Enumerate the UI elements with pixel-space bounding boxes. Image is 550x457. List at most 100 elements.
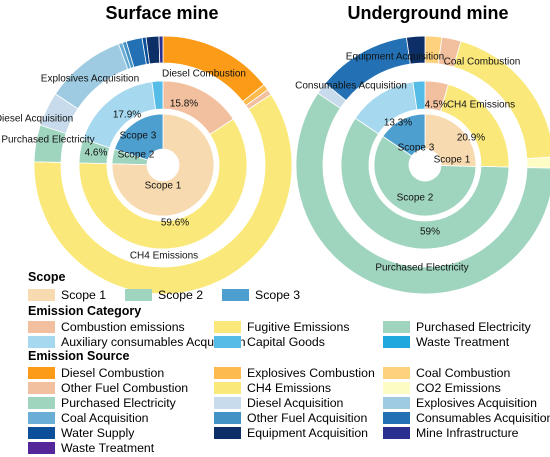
legend-source-item-other-fuel-combustion: Other Fuel Combustion — [28, 381, 188, 395]
legend-category-item-fugitive-emissions: Fugitive Emissions — [214, 320, 350, 334]
surface-emission-source-label-explosives-acquisition: Explosives Acquisition — [41, 74, 139, 85]
legend-label: Auxiliary consumables Acquisition — [61, 335, 246, 349]
legend-label: CH4 Emissions — [247, 381, 332, 395]
legend-label: Other Fuel Acquisition — [247, 411, 368, 425]
surface-emission-category-slice-fugitive-emissions — [78, 118, 248, 250]
legend-source-item-ch4-emissions: CH4 Emissions — [214, 381, 331, 395]
surface-emission-source-label-diesel-acquisition: Diesel Acquisition — [0, 114, 73, 125]
legend-label: Diesel Acquisition — [247, 396, 344, 410]
underground-emission-category-label-combustion-emissions: 4.5% — [425, 100, 448, 111]
surface-scope-label-scope-1: Scope 1 — [145, 181, 182, 192]
legend-label: Explosives Acquisition — [416, 396, 537, 410]
legend-label: CO2 Emissions — [416, 381, 501, 395]
legend-swatch — [28, 289, 55, 301]
legend-swatch — [28, 412, 55, 424]
surface-emission-source-slice-ch4-emissions — [33, 93, 293, 295]
legend-source-item-purchased-electricity: Purchased Electricity — [28, 396, 176, 410]
legend-scope-item-scope-1: Scope 1 — [28, 288, 106, 302]
legend-category-item-purchased-electricity: Purchased Electricity — [383, 320, 531, 334]
underground-emission-category-label-auxiliary-consumables-acquisition: 13.3% — [384, 118, 412, 129]
surface-emission-source-slice-mine-infrastructure — [158, 35, 164, 64]
underground-mine-donut: Scope 1 Scope 2 Scope 3 4.5% 20.9% 59% 13.3% Co… — [295, 35, 550, 295]
surface-scope-slice-scope-3 — [113, 113, 164, 161]
legend-category-item-capital-goods: Capital Goods — [214, 335, 325, 349]
legend-swatch — [383, 367, 410, 379]
legend-label: Scope 3 — [255, 288, 301, 302]
legend-label: Combustion emissions — [61, 320, 185, 334]
legend-swatch — [214, 382, 241, 394]
underground-scope-label-scope-3: Scope 3 — [398, 143, 435, 154]
legend-label: Consumables Acquisition — [416, 411, 550, 425]
legend-swatch — [125, 289, 152, 301]
surface-emission-source-label-diesel-combustion: Diesel Combustion — [162, 69, 246, 80]
legend-label: Purchased Electricity — [61, 396, 176, 410]
underground-emission-source-label-coal-combustion: Coal Combustion — [444, 57, 521, 68]
legend-source-item-consumables-acquisition: Consumables Acquisition — [383, 411, 550, 425]
underground-scope-label-scope-2: Scope 2 — [397, 193, 434, 204]
underground-emission-source-slice-purchased-electricity — [295, 92, 550, 295]
legend-swatch — [28, 336, 55, 348]
legend-swatch — [28, 321, 55, 333]
legend-scope-item-scope-2: Scope 2 — [125, 288, 203, 302]
underground-scope-slice-scope-1 — [424, 113, 477, 168]
legend-swatch — [28, 397, 55, 409]
legend-swatch — [28, 367, 55, 379]
legend-category-item-combustion-emissions: Combustion emissions — [28, 320, 185, 334]
legend-label: Scope 2 — [158, 288, 204, 302]
legend-swatch — [214, 367, 241, 379]
legend-swatch — [214, 427, 241, 439]
legend-source-item-diesel-combustion: Diesel Combustion — [28, 366, 164, 380]
legend-source-item-explosives-combustion: Explosives Combustion — [214, 366, 375, 380]
legend-source-item-explosives-acquisition: Explosives Acquisition — [383, 396, 537, 410]
legend-category-item-waste-treatment: Waste Treatment — [383, 335, 509, 349]
underground-emission-source-slice-equipment-acquisition — [405, 35, 426, 65]
legend-swatch — [28, 442, 55, 454]
legend-label: Coal Combustion — [416, 366, 511, 380]
legend-label: Diesel Combustion — [61, 366, 165, 380]
surface-mine-donut: Scope 1 Scope 2 Scope 3 15.8% 59.6% 4.6% 17.9%… — [0, 35, 293, 295]
legend-swatch — [214, 336, 241, 348]
underground-scope-slice-scope-3 — [382, 113, 426, 157]
surface-emission-category-label-fugitive-emissions: 59.6% — [161, 218, 189, 229]
legend-label: Capital Goods — [247, 335, 325, 349]
underground-emission-category-slice-purchased-electricity — [340, 117, 510, 250]
legend-source-title: Emission Source — [28, 349, 130, 363]
legend-swatch — [214, 412, 241, 424]
underground-emission-category-slice-capital-goods — [412, 80, 426, 111]
legend-label: Mine Infrastructure — [416, 426, 519, 440]
legend-source-item-equipment-acquisition: Equipment Acquisition — [214, 426, 368, 440]
legend-label: Other Fuel Combustion — [61, 381, 189, 395]
legend-label: Scope 1 — [61, 288, 107, 302]
legend-source-item-waste-treatment: Waste Treatment — [28, 441, 154, 455]
legend-source-item-water-supply: Water Supply — [28, 426, 134, 440]
underground-emission-source-slice-ch4-emissions — [452, 40, 550, 160]
legend-category-title: Emission Category — [28, 304, 142, 318]
underground-emission-category-label-purchased-electricity: 59% — [420, 227, 440, 238]
legend-swatch — [383, 336, 410, 348]
legend-swatch — [214, 321, 241, 333]
underground-emission-source-label-equipment-acquisition: Equipment Acquisition — [346, 52, 444, 63]
underground-emission-category-label-fugitive-emissions: 20.9% — [457, 133, 485, 144]
legend-label: Fugitive Emissions — [247, 320, 350, 334]
underground-emission-source-label-consumables-acquisition: Consumables Acquisition — [295, 81, 407, 92]
legend-swatch — [383, 382, 410, 394]
surface-scope-label-scope-2: Scope 2 — [118, 150, 155, 161]
surface-scope-slice-scope-1 — [111, 113, 215, 217]
legend-category-item-auxiliary-consumables-acquisition: Auxiliary consumables Acquisition — [28, 335, 246, 349]
legend-swatch — [383, 427, 410, 439]
legend-label: Equipment Acquisition — [247, 426, 368, 440]
underground-emission-source-label-purchased-electricity: Purchased Electricity — [375, 263, 468, 274]
legend-source-item-diesel-acquisition: Diesel Acquisition — [214, 396, 343, 410]
underground-emission-source-label-ch4-emissions: CH4 Emissions — [447, 100, 515, 111]
legend-swatch — [28, 382, 55, 394]
legend-swatch — [383, 321, 410, 333]
underground-scope-slice-scope-2 — [373, 135, 477, 217]
legend-source-item-coal-combustion: Coal Combustion — [383, 366, 510, 380]
legend-scope-title: Scope — [28, 270, 66, 284]
legend-swatch — [214, 397, 241, 409]
surface-mine-title: Surface mine — [105, 3, 218, 23]
legend-source-item-coal-acquisition: Coal Acquisition — [28, 411, 149, 425]
legend-source-item-co2-emissions: CO2 Emissions — [383, 381, 501, 395]
